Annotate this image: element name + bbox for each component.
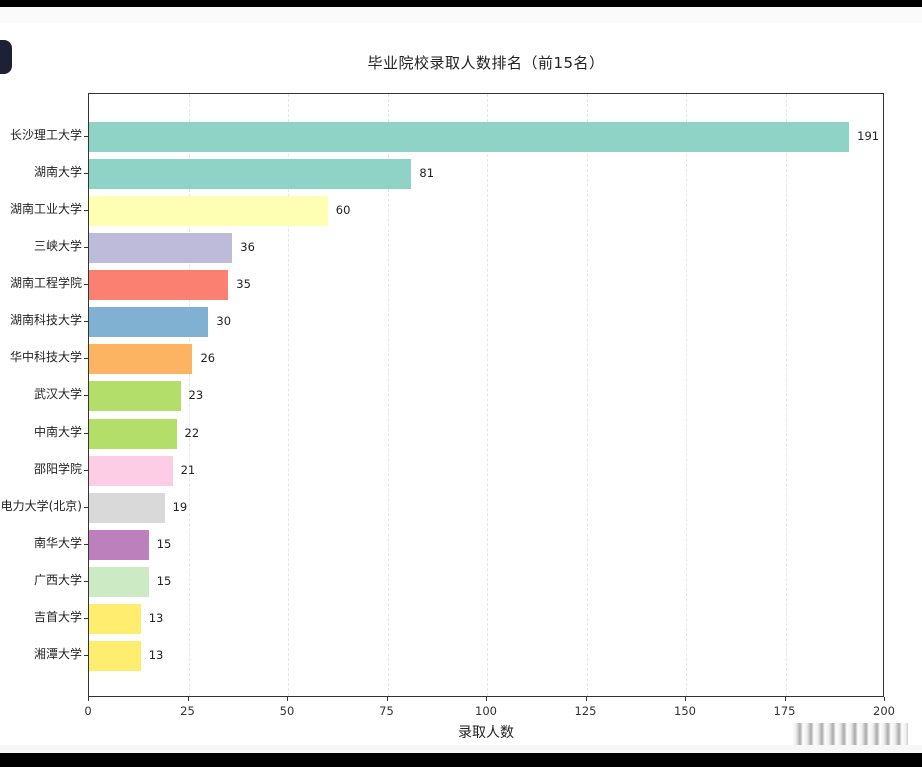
bar (89, 122, 850, 152)
bar (89, 566, 149, 597)
x-axis-title: 录取人数 (458, 725, 514, 741)
y-tick-label: 电力大学(北京) (0, 498, 82, 513)
y-tick (84, 543, 88, 545)
y-tick (84, 210, 88, 212)
x-tick (685, 697, 686, 701)
bar-value-label: 21 (180, 462, 196, 477)
y-tick (84, 395, 88, 397)
gridline (686, 94, 687, 696)
bar (89, 603, 141, 634)
gridline (188, 94, 190, 696)
x-tick-label: 150 (674, 704, 696, 718)
gridline (288, 94, 289, 696)
bar-value-label: 19 (172, 499, 188, 514)
y-tick-label: 吉首大学 (33, 609, 82, 624)
bar-value-label: 15 (156, 536, 172, 551)
x-tick-label: 100 (475, 704, 497, 718)
bar (89, 196, 328, 227)
bar-value-label: 22 (184, 425, 200, 440)
y-tick-label: 湘潭大学 (33, 646, 82, 661)
x-tick (187, 697, 189, 701)
x-tick-label: 50 (279, 704, 295, 718)
y-tick-label: 华中科技大学 (9, 350, 82, 365)
y-tick (84, 136, 88, 137)
bar-value-label: 13 (148, 647, 164, 662)
y-tick-label: 湖南大学 (33, 165, 82, 180)
y-tick-label: 湖南科技大学 (9, 313, 82, 328)
x-tick (287, 697, 288, 701)
y-tick-label: 三峡大学 (33, 239, 82, 254)
y-tick (84, 617, 88, 619)
x-tick-label: 125 (574, 704, 597, 718)
x-tick (486, 697, 487, 701)
y-tick (84, 284, 88, 286)
bar-value-label: 30 (216, 314, 232, 329)
y-tick-label: 武汉大学 (33, 387, 82, 402)
y-tick (84, 506, 88, 508)
x-tick-label: 175 (773, 704, 796, 718)
top-strip (0, 7, 922, 23)
plot-area: 191 81 60 36 35 30 26 23 22 21 19 15 15 13 13 (88, 93, 884, 697)
bar (89, 159, 412, 190)
y-tick (84, 432, 88, 434)
bar (89, 344, 193, 375)
y-tick (84, 654, 88, 656)
x-tick-label: 25 (180, 704, 195, 718)
y-tick-label: 邵阳学院 (33, 461, 82, 476)
y-tick-label: 湖南工业大学 (9, 202, 82, 217)
top-black-bar (0, 0, 922, 7)
bar (89, 233, 233, 264)
y-tick-label: 南华大学 (33, 535, 82, 550)
y-tick-label: 中南大学 (33, 424, 82, 439)
bar-value-label: 60 (335, 203, 351, 218)
chart-title: 毕业院校录取人数排名（前15名） (367, 54, 605, 72)
corner-badge-icon (0, 40, 12, 74)
gridline (487, 94, 488, 696)
y-tick-label: 广西大学 (33, 572, 82, 587)
bar-value-label: 35 (236, 277, 251, 292)
y-tick (84, 469, 88, 471)
x-tick (884, 697, 885, 701)
bar (89, 492, 165, 523)
x-tick (784, 697, 786, 701)
y-tick (84, 247, 88, 249)
y-tick (84, 173, 88, 175)
bottom-black-bar (0, 753, 922, 767)
y-tick-label: 湖南工程学院 (9, 276, 82, 291)
bar-value-label: 26 (200, 351, 216, 366)
gridline (387, 94, 389, 696)
y-tick-label: 长沙理工大学 (9, 128, 82, 142)
y-tick (84, 358, 88, 360)
y-tick (84, 321, 88, 323)
bar (89, 455, 173, 486)
bar-value-label: 13 (148, 610, 164, 625)
bar-value-label: 36 (240, 240, 255, 255)
bottom-strip (0, 745, 922, 753)
x-tick (88, 697, 89, 701)
x-tick-label: 75 (379, 704, 394, 718)
bar-value-label: 81 (419, 166, 435, 181)
bar (89, 529, 149, 560)
bar (89, 270, 229, 301)
bar (89, 381, 181, 412)
bar-value-label: 15 (156, 573, 172, 588)
watermark (792, 723, 908, 747)
x-tick-label: 0 (84, 704, 92, 718)
bar-value-label: 191 (857, 129, 880, 143)
x-tick-label: 200 (873, 704, 895, 718)
x-tick (386, 697, 388, 701)
bar (89, 640, 141, 671)
y-tick (84, 580, 88, 582)
gridline (785, 94, 787, 696)
x-tick (585, 697, 587, 701)
bar-value-label: 23 (188, 388, 204, 403)
gridline (586, 94, 588, 696)
bar (89, 418, 177, 449)
bar (89, 307, 209, 338)
